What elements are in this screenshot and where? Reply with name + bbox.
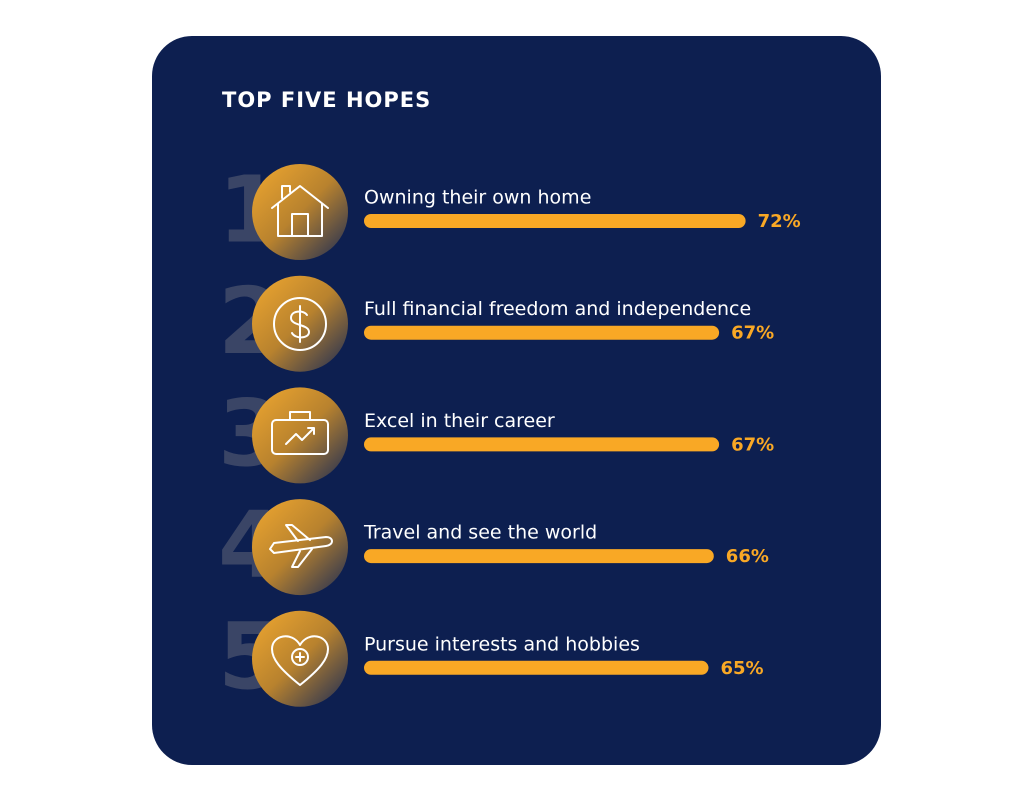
plane-icon <box>269 524 333 568</box>
icon-circle <box>252 387 348 484</box>
value-label: 67% <box>731 434 774 455</box>
category-label: Travel and see the world <box>363 522 597 544</box>
category-label: Pursue interests and hobbies <box>364 633 640 655</box>
icon-circle <box>252 164 348 260</box>
category-label: Excel in their career <box>364 410 555 432</box>
heart-icon <box>271 635 329 686</box>
chart-title: TOP FIVE HOPES <box>222 88 431 112</box>
home-icon <box>271 185 329 237</box>
category-label: Owning their own home <box>364 187 591 209</box>
bar <box>364 437 720 452</box>
category-label: Full financial freedom and independence <box>364 298 751 320</box>
value-label: 67% <box>731 323 774 344</box>
bar <box>364 660 709 675</box>
career-icon <box>271 411 329 455</box>
icons <box>269 185 333 686</box>
dollar-icon <box>273 297 327 351</box>
bar <box>364 214 746 228</box>
bar <box>364 325 720 340</box>
value-label: 66% <box>726 546 769 567</box>
value-label: 72% <box>758 211 801 232</box>
bar <box>364 549 714 564</box>
icon-circle <box>252 499 348 596</box>
value-label: 65% <box>721 658 764 679</box>
